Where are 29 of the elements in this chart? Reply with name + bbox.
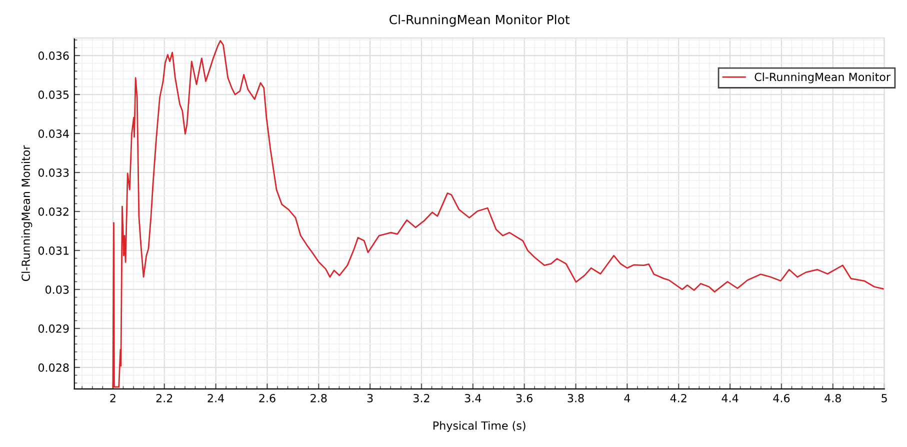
y-tick-label: 0.031 [38,246,68,255]
x-tick-label: 4.6 [773,394,790,402]
x-tick-label: 4.2 [670,394,686,402]
y-tick-label: 0.034 [38,129,69,138]
x-tick-label: 3.6 [516,394,532,402]
x-tick-label: 4 [624,394,630,402]
x-tick-label: 5 [882,394,887,402]
y-tick-label: 0.036 [38,52,69,60]
x-tick-label: 2 [110,394,116,402]
chart-title: Cl-RunningMean Monitor Plot [390,14,570,27]
x-tick-label: 3.8 [568,394,584,402]
y-tick-label: 0.032 [38,207,68,216]
y-tick-label: 0.03 [46,285,69,294]
x-axis-title: Physical Time (s) [433,421,526,432]
x-tick-label: 2.6 [259,394,276,402]
y-tick-label: 0.033 [38,168,69,177]
x-tick-label: 2.2 [156,394,172,402]
x-tick-label: 3.4 [464,394,482,402]
legend-label: Cl-RunningMean Monitor [754,72,891,84]
y-tick-label: 0.029 [38,324,69,333]
x-tick-label: 3.2 [414,394,430,402]
x-tick-label: 4.8 [824,394,841,402]
x-tick-label: 2.8 [310,394,327,402]
y-tick-label: 0.035 [38,90,69,99]
y-tick-label: 0.028 [38,363,69,372]
x-tick-label: 2.4 [208,394,224,402]
y-axis-title: Cl-RunningMean Monitor [21,145,32,282]
x-tick-label: 3 [367,394,373,402]
x-tick-label: 4.4 [722,394,738,402]
